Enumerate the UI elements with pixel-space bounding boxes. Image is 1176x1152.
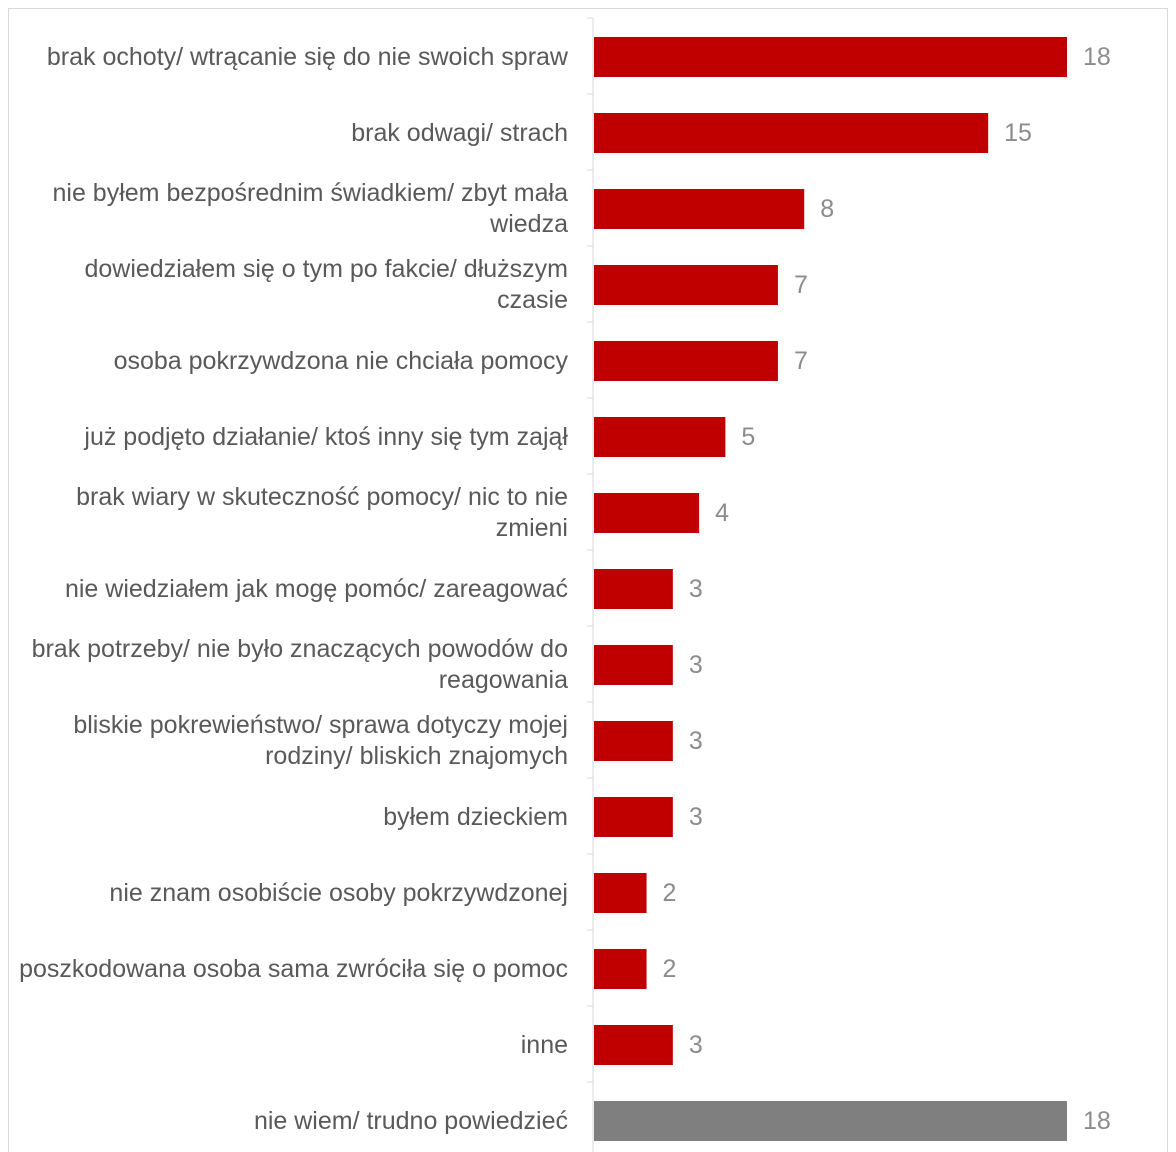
value-label: 15 [1004, 119, 1032, 147]
category-label: nie byłem bezpośrednim świadkiem/ zbyt m… [52, 179, 569, 238]
bar [594, 265, 778, 305]
value-label: 7 [793, 271, 808, 299]
category-label: nie wiedziałem jak mogę pomóc/ zareagowa… [64, 574, 568, 603]
category-label: dowiedziałem się o tym po fakcie/ dłuższ… [84, 255, 568, 314]
bar [594, 797, 673, 837]
bar [594, 493, 700, 533]
category-label: brak odwagi/ strach [351, 118, 568, 147]
value-label: 2 [662, 955, 677, 983]
bar [594, 721, 673, 761]
bar [594, 417, 726, 457]
bar [594, 341, 778, 381]
category-label: brak wiary w skuteczność pomocy/ nic to … [76, 483, 568, 542]
value-label: 18 [1083, 43, 1111, 71]
category-label: osoba pokrzywdzona nie chciała pomocy [113, 346, 568, 375]
bar [594, 189, 805, 229]
value-label: 3 [688, 575, 703, 603]
bar [594, 1025, 673, 1065]
bar [594, 873, 647, 913]
category-label: już podjęto działanie/ ktoś inny się tym… [84, 422, 568, 451]
category-label: bliskie pokrewieństwo/ sprawa dotyczy mo… [73, 711, 568, 770]
value-label: 7 [793, 347, 808, 375]
bar [594, 949, 647, 989]
category-label: nie wiem/ trudno powiedzieć [253, 1106, 568, 1135]
category-label: byłem dzieckiem [383, 802, 568, 831]
category-label: brak potrzeby/ nie było znaczących powod… [31, 635, 568, 694]
category-label: inne [520, 1030, 568, 1059]
category-label: poszkodowana osoba sama zwróciła się o p… [19, 954, 568, 983]
value-label: 5 [741, 423, 756, 451]
value-label: 3 [688, 803, 703, 831]
value-label: 2 [662, 879, 677, 907]
value-label: 3 [688, 1031, 703, 1059]
value-label: 3 [688, 651, 703, 679]
value-label: 8 [820, 195, 835, 223]
category-label: brak ochoty/ wtrącanie się do nie swoich… [46, 42, 568, 71]
bar [594, 645, 673, 685]
value-label: 4 [715, 499, 730, 527]
bar [594, 569, 673, 609]
value-label: 18 [1083, 1107, 1111, 1135]
category-label: nie znam osobiście osoby pokrzywdzonej [109, 878, 568, 907]
bar [594, 1101, 1067, 1141]
bar [594, 37, 1067, 77]
bar [594, 113, 989, 153]
value-label: 3 [688, 727, 703, 755]
chart-frame [8, 8, 1168, 1152]
